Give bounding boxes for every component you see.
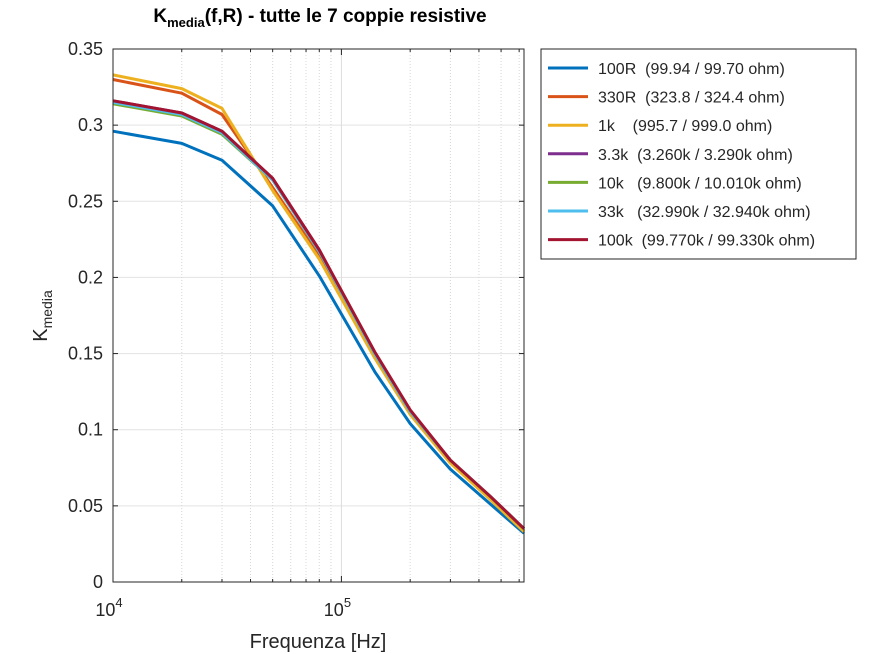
series-line-3: [112, 73, 526, 533]
x-tick-base: 10: [324, 600, 344, 620]
y-tick-label: 0.05: [68, 496, 103, 516]
x-tick-exponent: 4: [115, 595, 122, 610]
y-tick-label: 0.35: [68, 39, 103, 59]
y-tick-label: 0: [93, 572, 103, 592]
x-axis-label: Frequenza [Hz]: [250, 631, 387, 653]
grid: [113, 49, 524, 582]
x-tick-exponent: 5: [344, 595, 351, 610]
y-axis-label: Kmedia: [30, 290, 55, 342]
x-tick-label: 105: [324, 595, 351, 620]
series-line-7: [112, 99, 526, 530]
legend-label: 100k (99.770k / 99.330k ohm): [598, 233, 815, 250]
title-rest: (f,R) - tutte le 7 coppie resistive: [205, 6, 487, 27]
series-layer: [112, 73, 526, 535]
y-tick-label: 0.25: [68, 191, 103, 211]
legend-box: [540, 48, 857, 260]
x-tick-label: 104: [95, 595, 122, 620]
y-tick-label: 0.2: [78, 267, 103, 287]
plot-area: [113, 49, 524, 582]
chart-title: Kmedia(f,R) - tutte le 7 coppie resistiv…: [153, 6, 486, 30]
y-tick-label: 0.1: [78, 420, 103, 440]
legend-label: 330R (323.8 / 324.4 ohm): [598, 90, 785, 107]
plot-frame: [112, 48, 525, 583]
y-tick-label: 0.3: [78, 115, 103, 135]
series-line-1: [112, 129, 525, 535]
y-tick-label: 0.15: [68, 344, 103, 364]
y-label-main: K: [30, 328, 52, 342]
x-tick-base: 10: [95, 600, 115, 620]
legend-label: 3.3k (3.260k / 3.290k ohm): [598, 147, 793, 164]
legend: 100R (99.94 / 99.70 ohm) 330R (323.8 / 32…: [540, 48, 857, 260]
y-label-sub: media: [39, 290, 55, 328]
legend-label: 10k (9.800k / 10.010k ohm): [598, 175, 802, 192]
legend-label: 1k (995.7 / 999.0 ohm): [598, 118, 772, 135]
legend-label: 33k (32.990k / 32.940k ohm): [598, 204, 811, 221]
title-main: K: [153, 6, 167, 27]
title-sub: media: [167, 15, 205, 30]
legend-label: 100R (99.94 / 99.70 ohm): [598, 61, 785, 78]
